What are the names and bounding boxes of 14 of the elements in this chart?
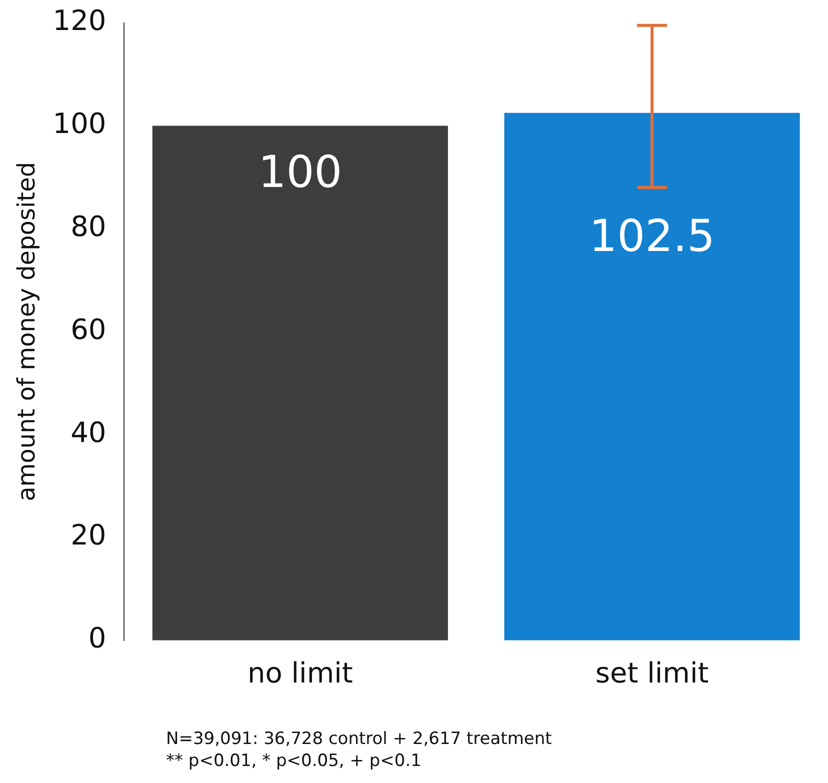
text: N=39,091: 36,728 control + 2,617 treatment xyxy=(166,728,552,750)
y-axis-title: amount of money deposited xyxy=(12,162,41,502)
y-tick-label: 60 xyxy=(70,312,106,346)
data-label: 100 xyxy=(258,147,342,198)
data-label: 102.5 xyxy=(589,210,716,262)
y-tick-label: 100 xyxy=(52,107,106,140)
y-tick-label: 40 xyxy=(70,416,106,449)
y-tick-label: 0 xyxy=(88,622,106,655)
y-tick-label: 80 xyxy=(70,210,106,243)
text: ** p<0.01, * p<0.05, + p<0.1 xyxy=(166,750,422,772)
x-tick-label: set limit xyxy=(595,656,709,690)
x-tick-label: no limit xyxy=(247,656,353,690)
y-tick-label: 120 xyxy=(52,4,106,38)
y-tick-label: 20 xyxy=(70,518,106,552)
